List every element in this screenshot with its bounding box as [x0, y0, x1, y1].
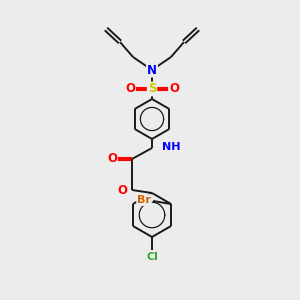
Text: O: O: [169, 82, 179, 95]
Text: NH: NH: [162, 142, 181, 152]
Text: O: O: [107, 152, 117, 164]
Text: O: O: [117, 184, 127, 196]
Text: N: N: [147, 64, 157, 76]
Text: Cl: Cl: [146, 252, 158, 262]
Text: O: O: [125, 82, 135, 95]
Text: Br: Br: [137, 195, 151, 205]
Text: S: S: [148, 82, 156, 95]
